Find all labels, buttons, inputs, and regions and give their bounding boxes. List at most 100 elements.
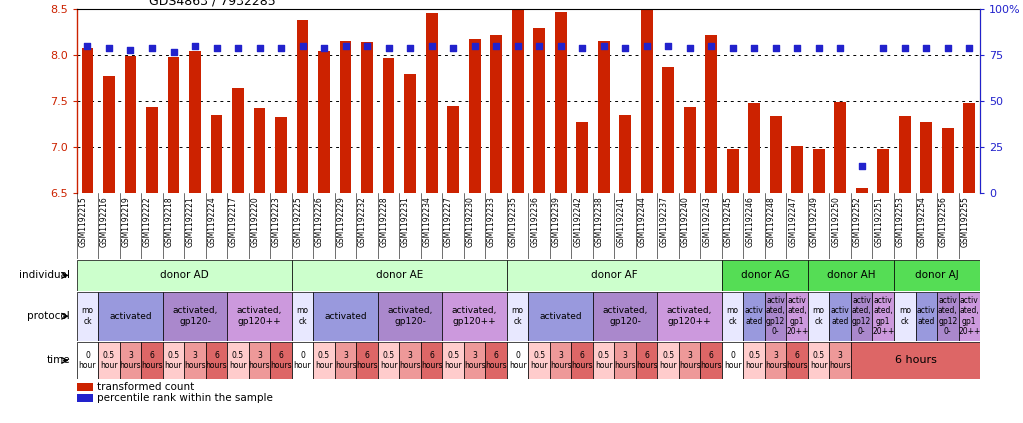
Text: activated,
gp120++: activated, gp120++ — [237, 307, 282, 326]
Text: 3
hours: 3 hours — [830, 351, 851, 370]
Text: activated,
gp120++: activated, gp120++ — [452, 307, 497, 326]
Text: 0.5
hour: 0.5 hour — [380, 351, 397, 370]
Bar — [894, 292, 916, 341]
Bar — [787, 292, 808, 341]
Bar — [77, 260, 292, 291]
Point — [209, 44, 225, 51]
Bar — [683, 107, 696, 193]
Bar — [275, 117, 287, 193]
Bar — [146, 107, 158, 193]
Bar — [163, 292, 227, 341]
Point — [359, 43, 375, 49]
Bar — [77, 393, 93, 402]
Point — [488, 43, 504, 49]
Text: activ
ated: activ ated — [745, 307, 763, 326]
Text: donor AE: donor AE — [375, 270, 422, 280]
Bar — [722, 292, 744, 341]
Text: GSM1192232: GSM1192232 — [358, 197, 367, 247]
Bar — [292, 292, 313, 341]
Bar — [292, 342, 313, 379]
Text: 3
hours: 3 hours — [120, 351, 141, 370]
Point — [187, 43, 204, 49]
Bar — [705, 35, 717, 193]
Bar — [442, 342, 463, 379]
Point — [896, 44, 913, 51]
Text: donor AF: donor AF — [591, 270, 637, 280]
Text: 6
hours: 6 hours — [701, 351, 722, 370]
Point — [767, 44, 784, 51]
Bar — [658, 342, 679, 379]
Text: GSM1192229: GSM1192229 — [337, 197, 346, 247]
Text: 0.5
hour: 0.5 hour — [594, 351, 613, 370]
Text: donor AG: donor AG — [741, 270, 790, 280]
Bar — [658, 292, 722, 341]
Text: GSM1192216: GSM1192216 — [100, 197, 109, 247]
Point — [101, 44, 118, 51]
Bar — [297, 20, 309, 193]
Point — [552, 43, 569, 49]
Text: 3
hours: 3 hours — [463, 351, 486, 370]
Text: GSM1192228: GSM1192228 — [380, 197, 389, 247]
Bar — [593, 342, 615, 379]
Bar — [899, 116, 910, 193]
Text: 6
hours: 6 hours — [485, 351, 507, 370]
Text: 6
hours: 6 hours — [270, 351, 292, 370]
Text: 6
hours: 6 hours — [420, 351, 442, 370]
Point — [509, 43, 526, 49]
Text: percentile rank within the sample: percentile rank within the sample — [97, 393, 273, 403]
Text: 6 hours: 6 hours — [894, 355, 936, 365]
Point — [381, 44, 397, 51]
Point — [252, 44, 268, 51]
Text: mo
ck: mo ck — [899, 307, 910, 326]
Point — [273, 44, 290, 51]
Bar — [808, 342, 830, 379]
Bar — [722, 260, 808, 291]
Text: GSM1192230: GSM1192230 — [465, 197, 475, 247]
Text: 3
hours: 3 hours — [249, 351, 270, 370]
Text: mo
ck: mo ck — [726, 307, 739, 326]
Bar — [506, 292, 528, 341]
Bar — [748, 103, 760, 193]
Bar — [506, 260, 722, 291]
Text: activ
ated,
gp1
20++: activ ated, gp1 20++ — [872, 296, 894, 336]
Point — [402, 44, 418, 51]
Bar — [447, 106, 459, 193]
Bar — [550, 342, 572, 379]
Text: GSM1192220: GSM1192220 — [251, 197, 260, 247]
Bar — [851, 292, 873, 341]
Bar — [490, 35, 502, 193]
Bar — [921, 121, 932, 193]
Text: 6
hours: 6 hours — [356, 351, 377, 370]
Bar — [808, 260, 894, 291]
Point — [144, 44, 161, 51]
Bar — [98, 292, 163, 341]
Bar — [679, 342, 701, 379]
Text: 0
hour: 0 hour — [508, 351, 527, 370]
Bar — [576, 123, 588, 193]
Text: 0.5
hour: 0.5 hour — [746, 351, 763, 370]
Text: GSM1192237: GSM1192237 — [659, 197, 668, 247]
Text: activ
ated,
gp12
0-: activ ated, gp12 0- — [852, 296, 872, 336]
Text: GSM1192215: GSM1192215 — [79, 197, 88, 247]
Text: GSM1192238: GSM1192238 — [594, 197, 604, 247]
Text: 0.5
hour: 0.5 hour — [660, 351, 677, 370]
Text: activated: activated — [109, 312, 151, 321]
Text: activated: activated — [324, 312, 367, 321]
Point — [724, 44, 741, 51]
Bar — [856, 188, 868, 193]
Bar — [254, 108, 265, 193]
Point — [660, 43, 676, 49]
Text: mo
ck: mo ck — [82, 307, 93, 326]
Text: individual: individual — [19, 270, 71, 280]
Bar — [916, 292, 937, 341]
Bar — [512, 10, 524, 193]
Bar — [769, 116, 782, 193]
Text: GDS4863 / 7932285: GDS4863 / 7932285 — [149, 0, 276, 8]
Text: 6
hours: 6 hours — [571, 351, 593, 370]
Bar — [313, 292, 377, 341]
Bar — [163, 342, 184, 379]
Text: 0.5
hour: 0.5 hour — [165, 351, 182, 370]
Text: activ
ated,
gp12
0-: activ ated, gp12 0- — [938, 296, 958, 336]
Point — [123, 47, 139, 53]
Text: 6
hours: 6 hours — [636, 351, 658, 370]
